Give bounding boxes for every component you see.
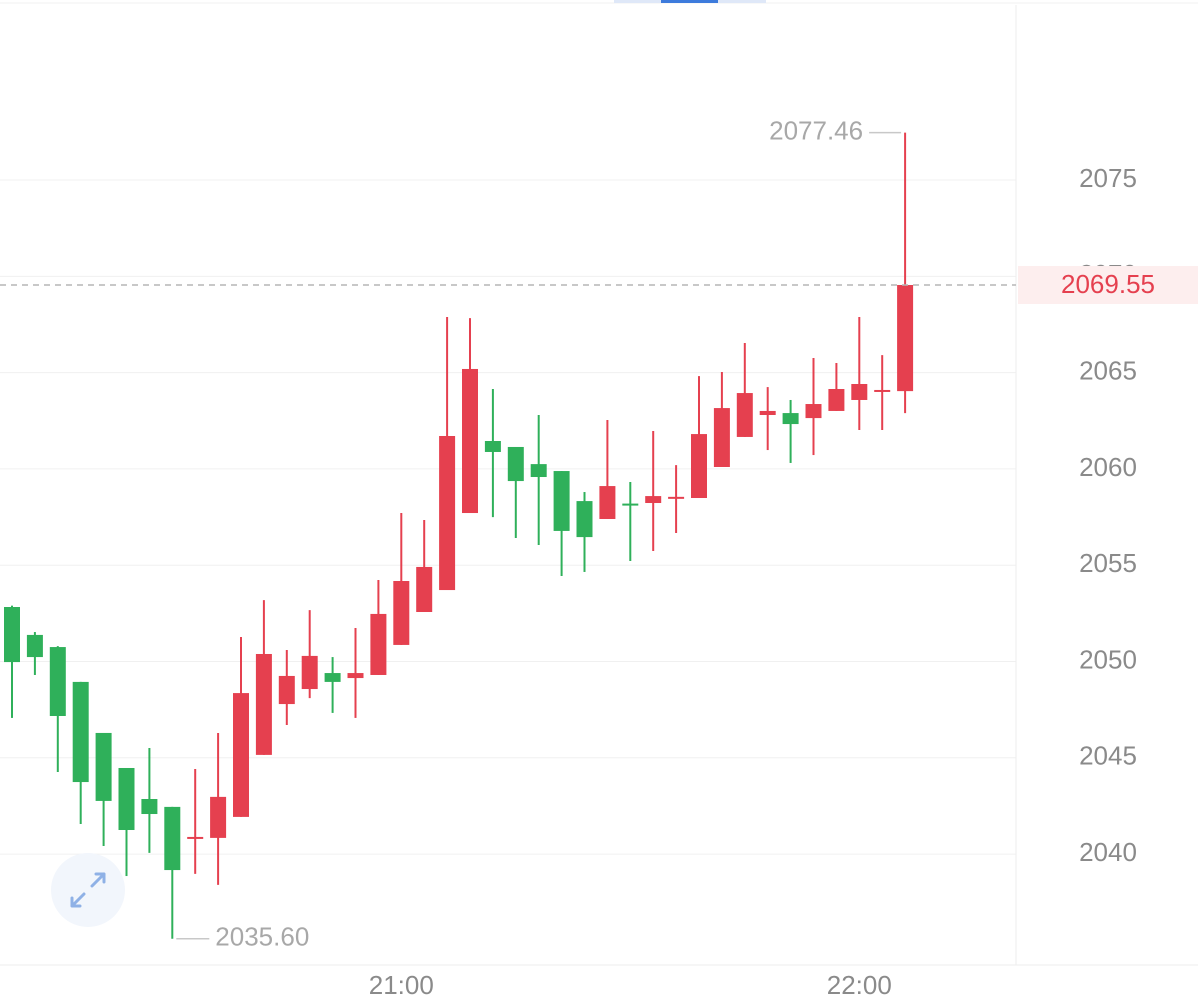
candle-body [576, 501, 593, 538]
y-tick-label: 2050 [1079, 644, 1137, 674]
candle-body [141, 798, 158, 815]
overlay: 2077.46 2035.60 2069.55 [0, 116, 1198, 952]
x-tick-label: 22:00 [827, 970, 892, 1000]
candle-body [668, 496, 685, 499]
candle-body [278, 675, 295, 705]
y-tick-label: 2040 [1079, 837, 1137, 867]
candle-body [233, 693, 249, 817]
candle-body [95, 732, 112, 801]
tab-indicator [661, 0, 718, 3]
candle-body [622, 503, 639, 506]
candle-body [713, 408, 730, 467]
candle-body [72, 681, 89, 783]
y-tick-label: 2060 [1079, 452, 1137, 482]
expand-bg [51, 853, 125, 927]
annotation-label: 2077.46 [769, 116, 863, 146]
candle-body [507, 446, 524, 482]
candle-body [4, 607, 20, 663]
expand-icon [70, 872, 106, 908]
expand-button[interactable] [51, 853, 125, 927]
candle-body [599, 486, 616, 519]
candle-body [324, 673, 341, 682]
candle-body [553, 471, 570, 531]
candle-body [255, 653, 272, 755]
y-tick-label: 2075 [1079, 163, 1137, 193]
candle-body [439, 435, 456, 591]
y-tick-label: 2065 [1079, 356, 1137, 386]
candle-body [164, 806, 181, 871]
last-price-label: 2069.55 [1061, 269, 1155, 299]
candle-body [851, 383, 868, 400]
candle-body [897, 285, 914, 392]
candle-body [187, 836, 204, 839]
candle-body [874, 389, 891, 392]
candle-body [462, 368, 478, 514]
candle-body [828, 389, 845, 411]
candle-body [26, 634, 43, 658]
candle-body [736, 393, 753, 437]
candle-body [118, 767, 135, 831]
candles [4, 132, 914, 939]
grid: 2040204520502055206020652070207521:0022:… [0, 163, 1137, 1000]
y-tick-label: 2055 [1079, 548, 1137, 578]
last-price-tag [1018, 266, 1198, 305]
y-tick-label: 2045 [1079, 741, 1137, 771]
candle-body [347, 673, 364, 679]
candle-body [210, 796, 227, 838]
candle-body [393, 581, 410, 645]
candle-body [782, 413, 799, 425]
candle-body [416, 566, 433, 613]
candle-body [645, 496, 662, 504]
candle-body [301, 655, 318, 690]
x-tick-label: 21:00 [369, 970, 434, 1000]
candle-body [484, 440, 501, 452]
candle-body [370, 613, 387, 675]
candle-body [691, 434, 707, 499]
candle-body [530, 464, 547, 478]
annotation-label: 2035.60 [215, 922, 309, 952]
candle-body [805, 404, 822, 419]
candle-body [759, 410, 776, 416]
candle-body [49, 647, 66, 716]
